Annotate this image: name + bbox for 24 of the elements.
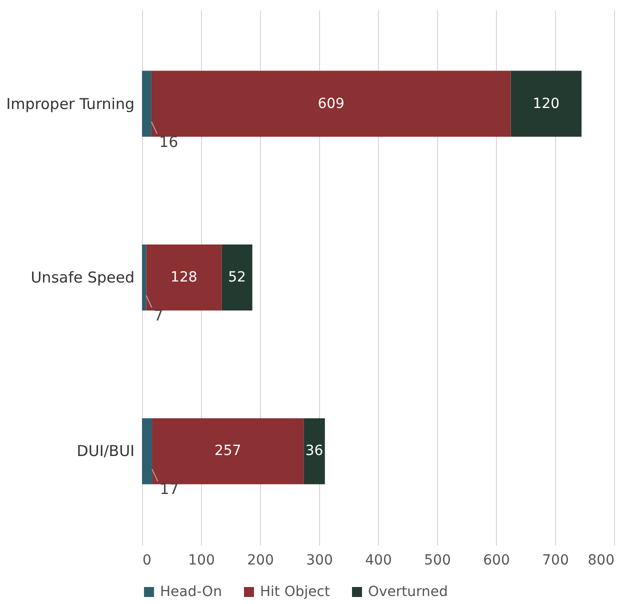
data-label: 52 [228,270,246,286]
legend-label: Hit Object [260,584,330,600]
x-tick-label: 100 [188,552,215,568]
data-label: 7 [154,306,164,324]
y-tick-label: Improper Turning [6,94,134,113]
x-tick-label: 600 [483,552,510,568]
data-label: 128 [170,270,198,286]
x-tick-label: 800 [588,552,614,568]
data-label: 36 [305,443,324,460]
x-tick-label: 400 [365,552,392,568]
y-tick-label: Unsafe Speed [30,268,134,286]
x-tick-label: 300 [306,552,333,568]
data-label: 609 [318,96,344,112]
x-tick-label: 700 [542,552,569,568]
data-label: 120 [532,96,560,112]
x-tick-label: 500 [424,552,451,568]
data-label: 17 [160,480,179,498]
data-label: 257 [214,443,242,460]
legend-label: Overturned [368,584,448,600]
data-label: 16 [159,132,178,151]
x-tick-label: 200 [247,552,274,568]
y-tick-label: DUI/BUI [76,442,134,460]
x-tick-label: 0 [142,552,152,568]
legend-label: Head-On [160,584,222,600]
